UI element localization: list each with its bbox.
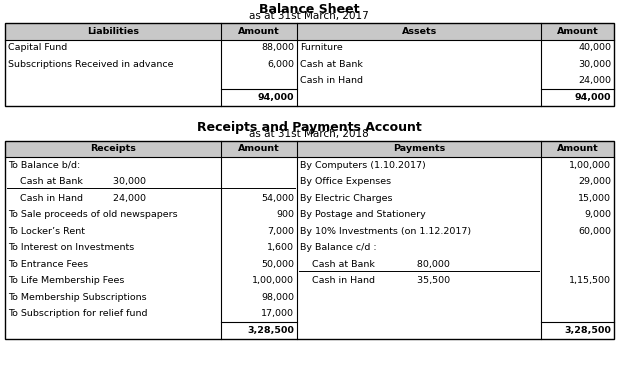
- Text: 15,000: 15,000: [578, 194, 611, 203]
- Text: Amount: Amount: [238, 144, 280, 153]
- Text: 88,000: 88,000: [261, 43, 294, 52]
- Text: By Postage and Stationery: By Postage and Stationery: [300, 210, 426, 219]
- Text: To Subscription for relief fund: To Subscription for relief fund: [8, 309, 147, 318]
- Text: 54,000: 54,000: [261, 194, 294, 203]
- Text: 94,000: 94,000: [258, 93, 294, 102]
- Bar: [5, 141, 614, 157]
- Text: To Interest on Investments: To Interest on Investments: [8, 243, 134, 252]
- Text: 3,28,500: 3,28,500: [564, 326, 611, 335]
- Text: Cash in Hand          24,000: Cash in Hand 24,000: [8, 194, 146, 203]
- Text: 24,000: 24,000: [578, 76, 611, 85]
- Text: By Office Expenses: By Office Expenses: [300, 177, 391, 186]
- Bar: [5, 141, 614, 339]
- Text: By Electric Charges: By Electric Charges: [300, 194, 393, 203]
- Text: Subscriptions Received in advance: Subscriptions Received in advance: [8, 60, 173, 69]
- Text: Cash at Bank          30,000: Cash at Bank 30,000: [8, 177, 146, 186]
- Text: Receipts: Receipts: [90, 144, 136, 153]
- Text: 6,000: 6,000: [267, 60, 294, 69]
- Text: To Sale proceeds of old newspapers: To Sale proceeds of old newspapers: [8, 210, 178, 219]
- Text: To Balance b/d:: To Balance b/d:: [8, 161, 80, 170]
- Text: 1,600: 1,600: [267, 243, 294, 252]
- Text: 30,000: 30,000: [578, 60, 611, 69]
- Text: Capital Fund: Capital Fund: [8, 43, 67, 52]
- Text: 50,000: 50,000: [261, 260, 294, 269]
- Text: Payments: Payments: [393, 144, 445, 153]
- Bar: [5, 23, 614, 39]
- Text: Liabilities: Liabilities: [87, 27, 139, 36]
- Text: Amount: Amount: [556, 144, 599, 153]
- Text: By Balance c/d :: By Balance c/d :: [300, 243, 377, 252]
- Text: Cash at Bank: Cash at Bank: [300, 60, 363, 69]
- Text: 900: 900: [276, 210, 294, 219]
- Text: Cash in Hand              35,500: Cash in Hand 35,500: [300, 276, 451, 285]
- Text: 60,000: 60,000: [578, 227, 611, 236]
- Text: Balance Sheet: Balance Sheet: [259, 3, 359, 16]
- Text: 9,000: 9,000: [584, 210, 611, 219]
- Text: Furniture: Furniture: [300, 43, 343, 52]
- Text: as at 31st March, 2018: as at 31st March, 2018: [249, 129, 369, 138]
- Text: To Membership Subscriptions: To Membership Subscriptions: [8, 293, 147, 302]
- Text: Amount: Amount: [238, 27, 280, 36]
- Text: To Locker’s Rent: To Locker’s Rent: [8, 227, 85, 236]
- Text: 3,28,500: 3,28,500: [248, 326, 294, 335]
- Text: 1,00,000: 1,00,000: [253, 276, 294, 285]
- Text: Cash at Bank              80,000: Cash at Bank 80,000: [300, 260, 450, 269]
- Text: By Computers (1.10.2017): By Computers (1.10.2017): [300, 161, 426, 170]
- Text: 40,000: 40,000: [578, 43, 611, 52]
- Text: Assets: Assets: [402, 27, 437, 36]
- Text: Receipts and Payments Account: Receipts and Payments Account: [197, 120, 422, 134]
- Text: 94,000: 94,000: [574, 93, 611, 102]
- Text: 1,00,000: 1,00,000: [569, 161, 611, 170]
- Text: 29,000: 29,000: [578, 177, 611, 186]
- Text: To Life Membership Fees: To Life Membership Fees: [8, 276, 124, 285]
- Text: 98,000: 98,000: [261, 293, 294, 302]
- Text: Cash in Hand: Cash in Hand: [300, 76, 363, 85]
- Text: 17,000: 17,000: [261, 309, 294, 318]
- Text: By 10% Investments (on 1.12.2017): By 10% Investments (on 1.12.2017): [300, 227, 472, 236]
- Text: To Entrance Fees: To Entrance Fees: [8, 260, 88, 269]
- Text: as at 31st March, 2017: as at 31st March, 2017: [249, 11, 369, 21]
- Text: 7,000: 7,000: [267, 227, 294, 236]
- Bar: [5, 23, 614, 105]
- Text: Amount: Amount: [556, 27, 599, 36]
- Text: 1,15,500: 1,15,500: [569, 276, 611, 285]
